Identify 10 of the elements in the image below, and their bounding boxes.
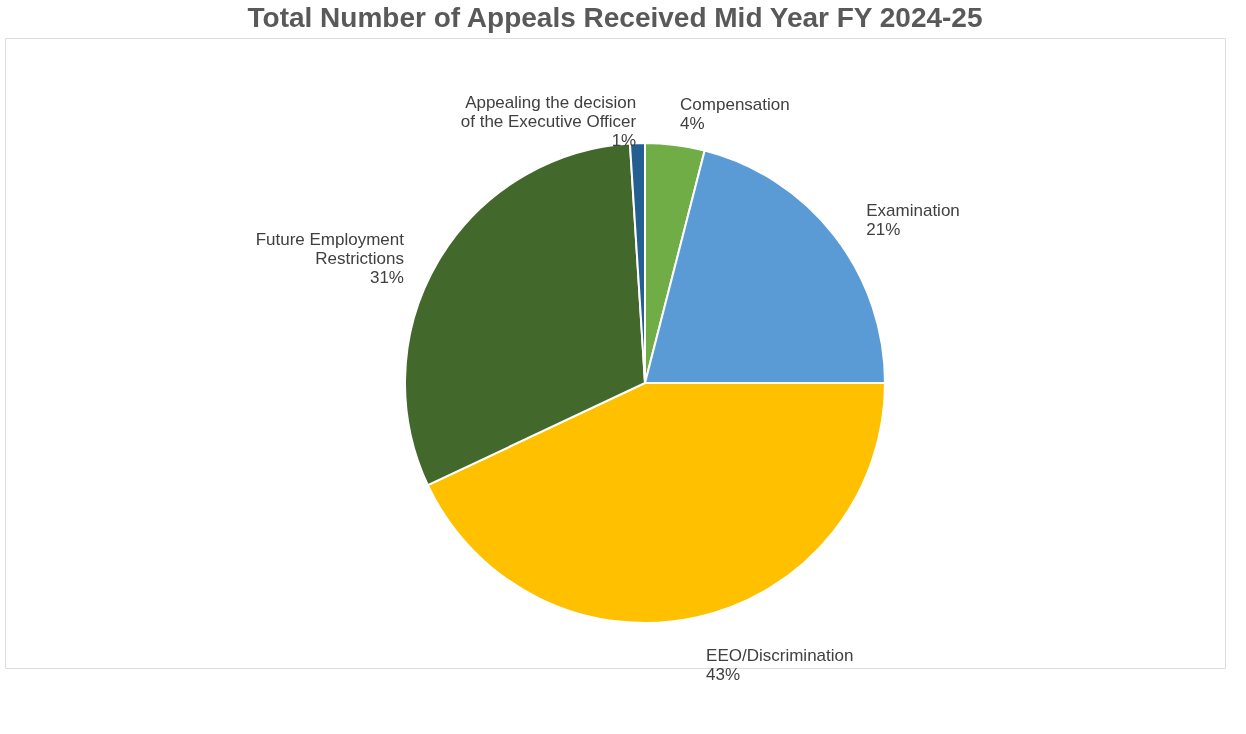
data-label: 21% (866, 220, 901, 240)
slice-label: Examination (866, 201, 960, 221)
data-label: 43% (706, 665, 741, 685)
chart-title: Total Number of Appeals Received Mid Year FY 2024-25 (247, 2, 983, 33)
slice-label: Appealing the decision of the Executive Officer (460, 93, 637, 132)
data-label: 4% (680, 114, 705, 134)
slice-label: Future Employment Restrictions (255, 230, 405, 269)
slice-label: EEO/Discrimination (706, 646, 854, 666)
data-label: 31% (369, 268, 404, 288)
slice-label: Compensation (680, 95, 790, 115)
